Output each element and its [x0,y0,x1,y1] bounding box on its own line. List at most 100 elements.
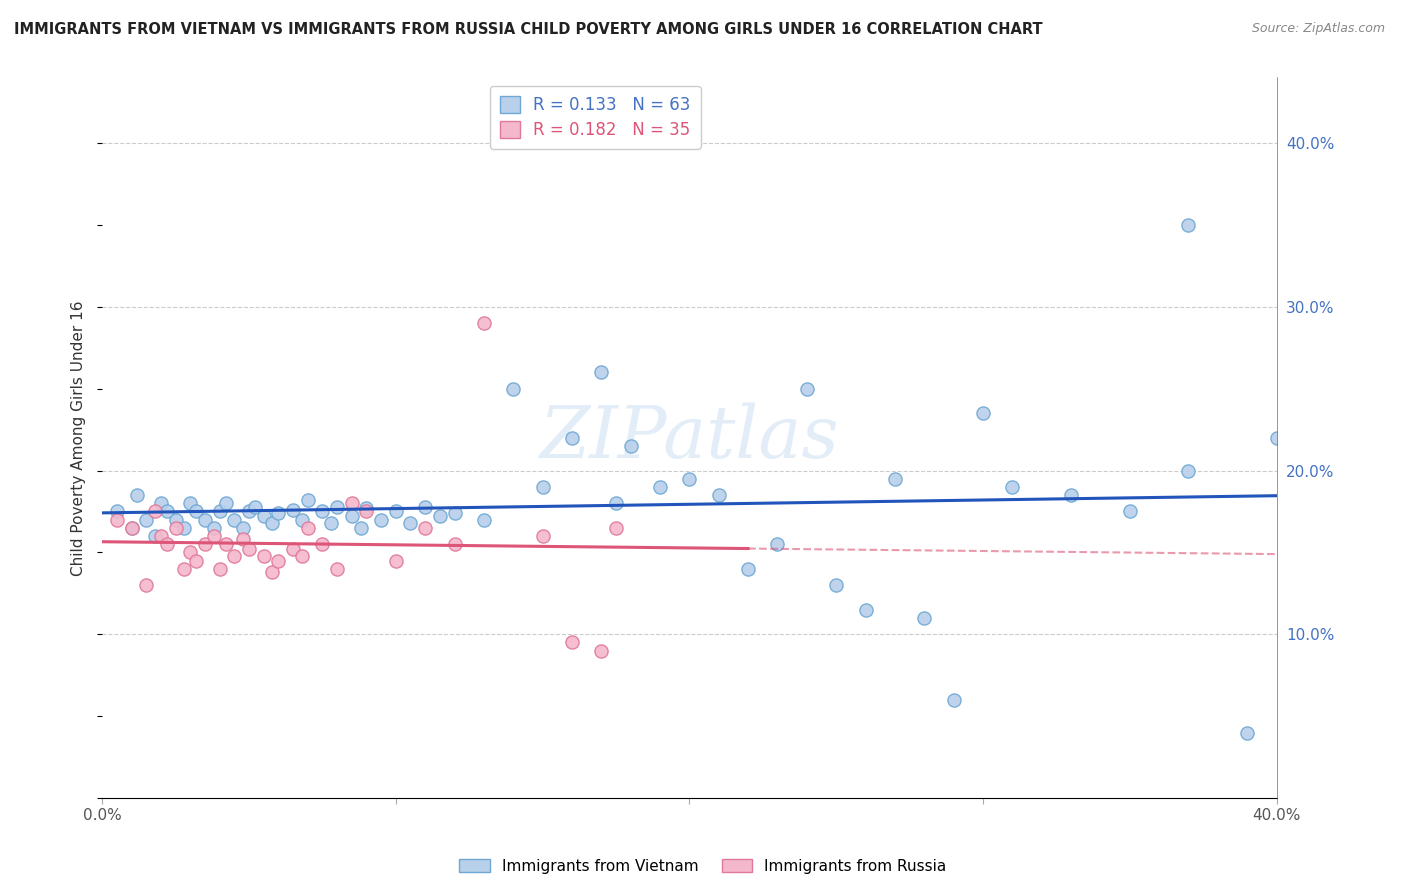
Point [1265,431,1288,445]
Point [173,521,195,535]
Point [502,382,524,396]
Point [1177,218,1199,232]
Point [942,693,965,707]
Y-axis label: Child Poverty Among Girls Under 16: Child Poverty Among Girls Under 16 [72,300,86,575]
Point [326,500,349,514]
Point [179,545,201,559]
Point [224,513,246,527]
Text: ZIPatlas: ZIPatlas [540,402,839,473]
Point [243,500,266,514]
Point [135,578,157,592]
Point [561,635,583,649]
Point [370,513,392,527]
Point [202,521,225,535]
Point [232,533,254,547]
Legend: Immigrants from Vietnam, Immigrants from Russia: Immigrants from Vietnam, Immigrants from… [453,853,953,880]
Point [127,488,149,502]
Point [232,521,254,535]
Point [202,529,225,543]
Point [1060,488,1083,502]
Text: IMMIGRANTS FROM VIETNAM VS IMMIGRANTS FROM RUSSIA CHILD POVERTY AMONG GIRLS UNDE: IMMIGRANTS FROM VIETNAM VS IMMIGRANTS FR… [14,22,1043,37]
Point [1177,463,1199,477]
Legend: R = 0.133   N = 63, R = 0.182   N = 35: R = 0.133 N = 63, R = 0.182 N = 35 [491,86,700,149]
Point [143,529,166,543]
Point [214,537,236,551]
Point [356,501,378,516]
Point [121,521,143,535]
Point [399,516,422,530]
Point [796,382,818,396]
Point [194,513,217,527]
Point [156,504,179,518]
Point [208,562,231,576]
Point [297,493,319,508]
Point [173,562,195,576]
Point [186,553,208,567]
Point [605,521,627,535]
Point [326,562,349,576]
Point [531,480,554,494]
Point [591,365,613,379]
Point [121,521,143,535]
Point [238,542,260,557]
Point [340,509,363,524]
Point [311,537,333,551]
Point [321,516,343,530]
Point [591,643,613,657]
Point [349,521,371,535]
Point [281,503,304,517]
Text: Source: ZipAtlas.com: Source: ZipAtlas.com [1251,22,1385,36]
Point [413,521,436,535]
Point [238,504,260,518]
Point [385,504,408,518]
Point [340,496,363,510]
Point [737,562,759,576]
Point [561,431,583,445]
Point [443,506,465,520]
Point [214,496,236,510]
Point [105,504,128,518]
Point [356,504,378,518]
Point [143,504,166,518]
Point [825,578,848,592]
Point [429,509,451,524]
Point [605,496,627,510]
Point [253,509,276,524]
Point [707,488,730,502]
Point [267,553,290,567]
Point [149,529,172,543]
Point [766,537,789,551]
Point [253,549,276,563]
Point [156,537,179,551]
Point [1119,504,1142,518]
Point [281,542,304,557]
Point [912,611,935,625]
Point [179,496,201,510]
Point [620,439,643,453]
Point [385,553,408,567]
Point [855,603,877,617]
Point [165,513,187,527]
Point [472,316,495,330]
Point [297,521,319,535]
Point [1236,725,1258,739]
Point [291,549,314,563]
Point [186,504,208,518]
Point [443,537,465,551]
Point [413,500,436,514]
Point [262,516,284,530]
Point [267,506,290,520]
Point [165,521,187,535]
Point [972,406,994,420]
Point [224,549,246,563]
Point [105,513,128,527]
Point [648,480,671,494]
Point [149,496,172,510]
Point [208,504,231,518]
Point [1001,480,1024,494]
Point [678,472,700,486]
Point [472,513,495,527]
Point [194,537,217,551]
Point [531,529,554,543]
Point [883,472,905,486]
